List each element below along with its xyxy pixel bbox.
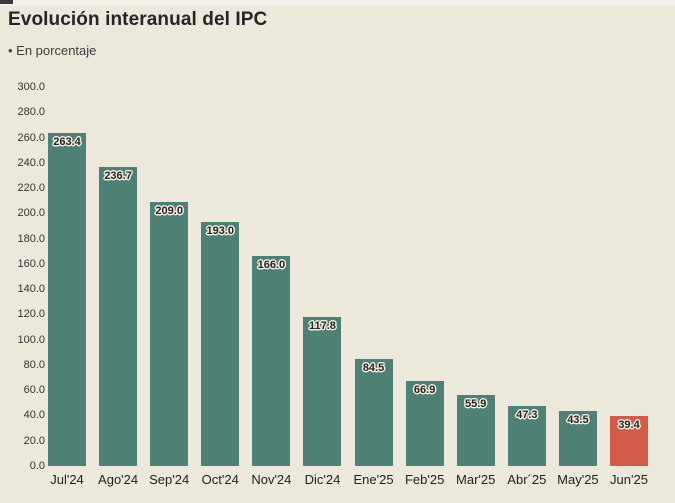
x-axis: Jul'24 Ago'24 Sep'24 Oct'24 Nov'24 Dic'24 Ene'… bbox=[48, 472, 648, 492]
bar-value-label: 263.4 bbox=[53, 136, 81, 149]
bar-value-label: 84.5 bbox=[362, 362, 385, 375]
bar-value-label: 55.9 bbox=[465, 398, 487, 411]
top-left-mark bbox=[0, 0, 13, 4]
x-axis-label: Mar'25 bbox=[456, 472, 496, 487]
y-axis-tick-label: 280.0 bbox=[17, 106, 45, 119]
y-axis-tick-label: 200.0 bbox=[17, 207, 45, 220]
x-axis-label: Jul'24 bbox=[50, 472, 84, 487]
bar: 55.9 bbox=[456, 395, 495, 466]
bar-value-label: 209.0 bbox=[155, 204, 183, 217]
bar: 43.5 bbox=[558, 411, 597, 466]
y-axis-tick-label: 220.0 bbox=[17, 182, 45, 195]
y-axis-tick-label: 80.0 bbox=[23, 358, 45, 371]
bar: 209.0 bbox=[150, 201, 189, 466]
bar: 263.4 bbox=[48, 133, 86, 466]
x-axis-label: Ene'25 bbox=[353, 472, 394, 487]
chart-subtitle: • En porcentaje bbox=[8, 43, 97, 58]
y-axis-tick-label: 0.0 bbox=[29, 460, 45, 472]
bar-value-label: 43.5 bbox=[567, 414, 589, 427]
bar-value-label: 117.8 bbox=[308, 320, 336, 333]
bar-value-label: 47.3 bbox=[516, 409, 538, 422]
bar: 166.0 bbox=[252, 256, 291, 466]
bar-value-label: 66.9 bbox=[413, 384, 436, 397]
x-axis-label: Feb'25 bbox=[404, 472, 445, 487]
y-axis-tick-label: 100.0 bbox=[17, 333, 45, 346]
x-axis-label: Ago'24 bbox=[98, 472, 139, 487]
x-axis-label: Jun'25 bbox=[610, 472, 648, 487]
bar: 47.3 bbox=[507, 406, 546, 466]
x-axis-label: Abr´25 bbox=[507, 472, 547, 487]
x-axis-label: Sep'24 bbox=[149, 472, 190, 487]
bar-value-label: 166.0 bbox=[257, 259, 286, 272]
y-axis-tick-label: 60.0 bbox=[23, 384, 45, 397]
x-axis-label: Dic'24 bbox=[304, 472, 341, 487]
bar-value-label: 193.0 bbox=[206, 225, 235, 238]
bar-value-label: 236.7 bbox=[104, 169, 132, 182]
top-highlight-strip bbox=[0, 0, 675, 6]
bar: 193.0 bbox=[201, 222, 240, 466]
bar: 236.7 bbox=[99, 166, 138, 466]
y-axis-tick-label: 20.0 bbox=[23, 434, 45, 447]
bar: 39.4 bbox=[610, 416, 648, 466]
y-axis-tick-label: 240.0 bbox=[17, 156, 45, 169]
y-axis-tick-label: 300.0 bbox=[17, 81, 45, 93]
plot-area: 263.4 236.7 209.0 193.0 166.0 117.8 84.5 66.9 55… bbox=[48, 87, 648, 466]
y-axis-tick-label: 180.0 bbox=[17, 232, 45, 245]
y-axis-tick-label: 40.0 bbox=[23, 409, 45, 422]
y-axis-tick-label: 260.0 bbox=[17, 131, 45, 144]
bar: 117.8 bbox=[303, 317, 342, 466]
y-axis-tick-label: 140.0 bbox=[17, 283, 45, 296]
y-axis: 0.0 20.0 40.0 60.0 80.0 100.0 120.0 140.0 160.0 1… bbox=[0, 0, 45, 503]
bar-value-label: 39.4 bbox=[618, 419, 640, 432]
y-axis-tick-label: 120.0 bbox=[17, 308, 45, 321]
x-axis-label: May'25 bbox=[557, 472, 599, 487]
page-title: Evolución interanual del IPC bbox=[8, 9, 268, 30]
bar: 84.5 bbox=[354, 359, 393, 466]
x-axis-label: Nov'24 bbox=[251, 472, 292, 487]
bar: 66.9 bbox=[405, 381, 444, 466]
x-axis-label: Oct'24 bbox=[201, 472, 239, 487]
y-axis-tick-label: 160.0 bbox=[17, 257, 45, 270]
